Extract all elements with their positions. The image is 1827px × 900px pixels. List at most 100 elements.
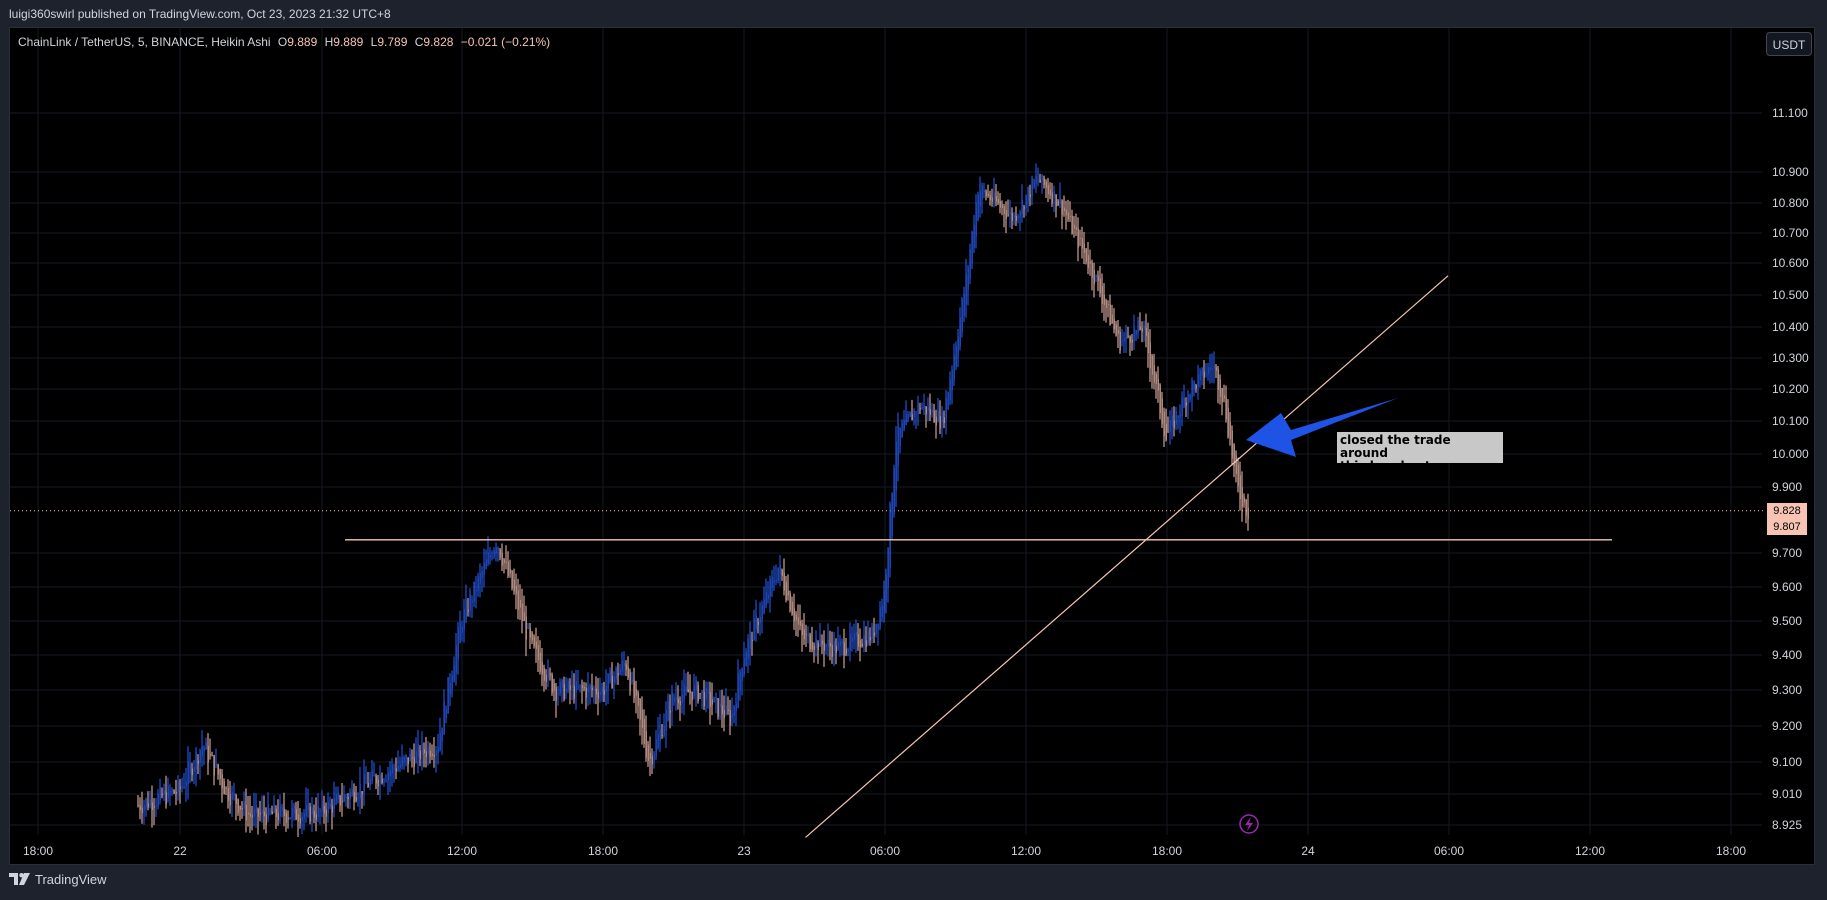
candle-body <box>805 634 807 636</box>
candle-body <box>595 688 597 695</box>
candle-body <box>909 412 911 417</box>
candle-body <box>503 559 505 564</box>
y-tick-label: 10.900 <box>1772 165 1809 179</box>
candle-body <box>527 627 529 629</box>
close-label: C <box>414 35 424 49</box>
candle-body <box>1041 174 1043 182</box>
candle-body <box>727 709 729 711</box>
candle-body <box>363 774 365 793</box>
y-tick-label: 9.500 <box>1772 614 1802 628</box>
candle-body <box>1219 379 1221 397</box>
candle-body <box>437 746 439 753</box>
candle-body <box>977 194 979 220</box>
candle-body <box>1059 197 1061 203</box>
candle-body <box>785 581 787 600</box>
candle-body <box>435 750 437 756</box>
candle-body <box>777 567 779 581</box>
candle-body <box>235 795 237 805</box>
candle-body <box>217 764 219 775</box>
candle-body <box>461 626 463 633</box>
chart-pane[interactable] <box>9 27 1815 865</box>
candle-body <box>479 572 481 584</box>
candle-body <box>297 814 299 822</box>
candle-body <box>685 686 687 692</box>
candle-body <box>729 710 731 726</box>
candle-body <box>1175 411 1177 425</box>
currency-button[interactable]: USDT <box>1766 32 1812 56</box>
candle-body <box>137 805 139 807</box>
candle-body <box>969 249 971 279</box>
candle-body <box>811 641 813 651</box>
candle-body <box>379 774 381 783</box>
candle-body <box>319 810 321 812</box>
candle-body <box>923 405 925 408</box>
note-annotation[interactable]: closed the trade around this breakout ar… <box>1337 432 1503 473</box>
candle-body <box>559 682 561 694</box>
candle-body <box>307 803 309 811</box>
candle-body <box>1129 336 1131 343</box>
candle-body <box>1065 209 1067 216</box>
candle-body <box>209 754 211 756</box>
candle-body <box>1117 329 1119 334</box>
candle-body <box>335 794 337 804</box>
candle-body <box>843 642 845 656</box>
candle-body <box>605 685 607 693</box>
tradingview-logo-icon <box>9 872 30 885</box>
candle-body <box>1071 215 1073 234</box>
candle-body <box>577 686 579 688</box>
candle-body <box>391 764 393 774</box>
candle-body <box>427 747 429 755</box>
candle-body <box>597 691 599 699</box>
candle-body <box>339 795 341 806</box>
candle-body <box>621 660 623 672</box>
candle-body <box>195 751 197 770</box>
candle-body <box>1083 243 1085 254</box>
candle-body <box>1151 355 1153 375</box>
candle-body <box>555 686 557 701</box>
candle-body <box>891 493 893 536</box>
candle-body <box>443 701 445 735</box>
candle-body <box>381 778 383 784</box>
candle-body <box>951 369 953 390</box>
symbol-legend: ChainLink / TetherUS, 5, BINANCE, Heikin… <box>18 35 550 49</box>
candle-body <box>1135 330 1137 335</box>
arrow-annotation <box>1246 398 1398 457</box>
candle-body <box>419 750 421 760</box>
ascending-trendline <box>805 275 1449 838</box>
x-tick-label: 18:00 <box>1152 844 1182 858</box>
candle-body <box>1133 328 1135 342</box>
candle-body <box>501 553 503 566</box>
candle-body <box>1137 320 1139 333</box>
candle-body <box>1171 415 1173 427</box>
candle-body <box>635 689 637 696</box>
candle-body <box>463 608 465 630</box>
candle-body <box>617 673 619 676</box>
candle-body <box>1165 423 1167 440</box>
candle-body <box>429 750 431 757</box>
candle-body <box>667 701 669 721</box>
candle-body <box>223 781 225 795</box>
candle-body <box>247 812 249 815</box>
candle-body <box>201 745 203 757</box>
candle-body <box>543 668 545 681</box>
candle-body <box>1241 487 1243 508</box>
candle-body <box>609 670 611 682</box>
candle-body <box>1211 368 1213 370</box>
candle-body <box>801 623 803 636</box>
candle-body <box>1213 365 1215 369</box>
candle-body <box>249 813 251 817</box>
high-label: H <box>324 35 334 49</box>
candle-body <box>157 794 159 807</box>
candle-body <box>441 727 443 742</box>
candle-body <box>787 590 789 596</box>
candle-body <box>433 754 435 757</box>
candle-body <box>601 687 603 694</box>
candle-body <box>1035 175 1037 184</box>
candle-body <box>1085 248 1087 262</box>
candle-body <box>613 676 615 683</box>
candle-body <box>407 757 409 765</box>
candle-body <box>731 713 733 718</box>
candle-body <box>143 804 145 811</box>
tradingview-logo[interactable]: TradingView <box>9 872 107 887</box>
